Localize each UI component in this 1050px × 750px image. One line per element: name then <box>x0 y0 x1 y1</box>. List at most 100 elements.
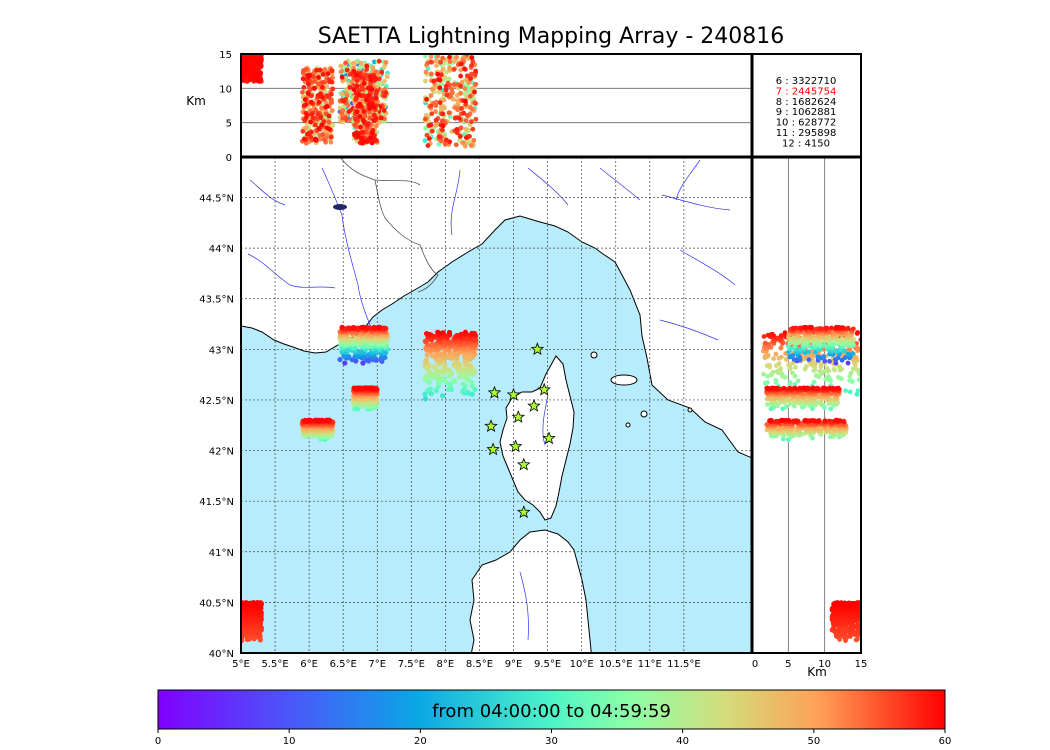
station-marker <box>511 409 526 423</box>
lightning-point <box>463 98 468 104</box>
lat-tick-label: 40.5°N <box>199 598 234 609</box>
lightning-point <box>793 325 799 331</box>
lightning-point <box>326 113 332 119</box>
lightning-point <box>435 71 441 77</box>
lightning-point <box>829 325 834 331</box>
altitude-lat-sources <box>761 324 861 644</box>
country-borders <box>339 157 439 293</box>
lightning-point <box>473 81 479 87</box>
lightning-point <box>465 389 471 396</box>
lightning-point <box>831 366 837 372</box>
lightning-point <box>309 111 314 117</box>
lightning-point <box>426 136 432 141</box>
lightning-point <box>458 67 464 73</box>
lightning-point <box>422 54 428 59</box>
lightning-point <box>797 385 803 391</box>
lightning-point <box>304 131 310 137</box>
lightning-point <box>428 54 434 60</box>
lightning-point <box>356 92 362 98</box>
lightning-point <box>376 58 382 64</box>
lightning-point <box>827 385 833 391</box>
lightning-point <box>435 329 441 335</box>
lightning-point <box>338 63 344 69</box>
lightning-point <box>848 370 854 376</box>
colorbar-tick-label: 40 <box>676 736 689 747</box>
lightning-point <box>841 418 847 424</box>
lightning-point <box>803 324 809 330</box>
lightning-point <box>835 627 841 633</box>
lightning-point <box>381 64 387 70</box>
lightning-point <box>360 324 366 330</box>
lightning-point <box>471 96 477 101</box>
lightning-point <box>425 143 431 148</box>
lightning-point <box>307 87 313 93</box>
lightning-point <box>854 391 860 397</box>
lightning-point <box>346 109 352 115</box>
lightning-point <box>440 123 446 129</box>
lightning-point <box>357 113 363 119</box>
lightning-point <box>353 95 359 101</box>
lightning-point <box>340 78 346 84</box>
lightning-point <box>771 405 777 410</box>
elba-island <box>610 374 638 386</box>
lightning-point <box>369 130 375 136</box>
lightning-point <box>822 369 827 374</box>
lightning-point <box>429 128 435 134</box>
lightning-point <box>326 120 332 125</box>
lat-tick-label: 41.5°N <box>199 497 234 508</box>
lightning-point <box>458 125 464 131</box>
map-panel: 5°E 5.5°E 6°E 6.5°E 7°E 7.5°E 8°E 8.5°E 9°E 9.5°E… <box>199 157 752 670</box>
lightning-point <box>439 393 446 399</box>
lightning-point <box>850 366 856 372</box>
lightning-point <box>364 97 369 103</box>
lightning-point <box>320 80 325 85</box>
lightning-point <box>787 385 793 391</box>
lightning-point <box>433 117 439 123</box>
lightning-point <box>303 67 308 72</box>
colorbar-gradient <box>157 689 946 730</box>
lightning-point <box>328 91 334 97</box>
lightning-point <box>351 87 357 93</box>
lightning-point <box>843 388 849 394</box>
lightning-point <box>443 87 449 93</box>
lightning-point <box>459 106 465 111</box>
colorbar-tick-label: 0 <box>155 736 161 747</box>
lightning-point <box>835 600 841 605</box>
station-count-row: 7 : 2445754 <box>776 86 837 97</box>
lightning-point <box>361 76 367 82</box>
lightning-point <box>424 96 429 102</box>
lightning-point <box>438 59 444 65</box>
lightning-point <box>471 137 477 143</box>
altitude-tick-label: 5 <box>226 119 232 130</box>
right-altitude-tick-label: 5 <box>785 659 791 670</box>
lightning-point <box>466 80 472 85</box>
lightning-point <box>764 380 770 385</box>
lightning-point <box>436 142 442 147</box>
lightning-point <box>328 134 334 140</box>
lightning-point <box>773 377 779 383</box>
lightning-point <box>821 354 827 359</box>
lightning-point <box>353 116 358 122</box>
lightning-point <box>810 418 816 423</box>
lightning-point <box>301 85 307 90</box>
lightning-point <box>306 417 312 423</box>
lightning-point <box>369 87 375 92</box>
lightning-point <box>365 122 370 128</box>
lightning-point <box>361 139 367 145</box>
lightning-point <box>472 89 477 95</box>
altitude-lat-panel: 0 5 10 15 Km <box>752 157 867 679</box>
lightning-point <box>440 330 446 336</box>
lightning-point <box>464 73 470 79</box>
lightning-point <box>300 128 306 134</box>
lightning-point <box>775 385 781 391</box>
lightning-point <box>437 77 443 83</box>
lightning-point <box>469 85 475 91</box>
lightning-point <box>347 84 353 90</box>
lightning-point <box>306 73 312 79</box>
rivers <box>247 159 736 641</box>
lightning-point <box>821 342 827 348</box>
lightning-point <box>316 75 321 80</box>
lightning-point <box>440 127 445 133</box>
cluster-lat-ligurian-west <box>786 324 856 366</box>
